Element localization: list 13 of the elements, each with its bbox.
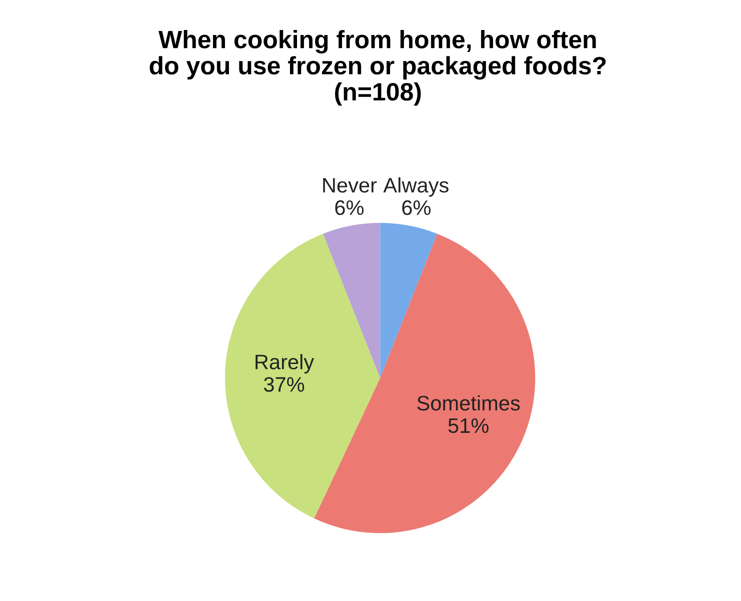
slice-label: Sometimes	[417, 395, 520, 411]
data-label: 6%	[402, 200, 431, 216]
pie-slice	[225, 234, 380, 518]
data-label: 51%	[448, 418, 489, 434]
chart-title: When cooking from home, how often do you use frozen or packaged foods? (n=108)	[150, 30, 606, 106]
pie-slice	[314, 234, 536, 534]
data-label: 37%	[264, 377, 304, 392]
data-label: 6%	[335, 200, 364, 216]
slice-label: Rarely	[256, 354, 314, 374]
pie-slice	[380, 222, 438, 378]
pie-slice	[323, 222, 380, 378]
slice-label: Always	[383, 177, 448, 197]
slice-label: Never	[323, 178, 377, 193]
